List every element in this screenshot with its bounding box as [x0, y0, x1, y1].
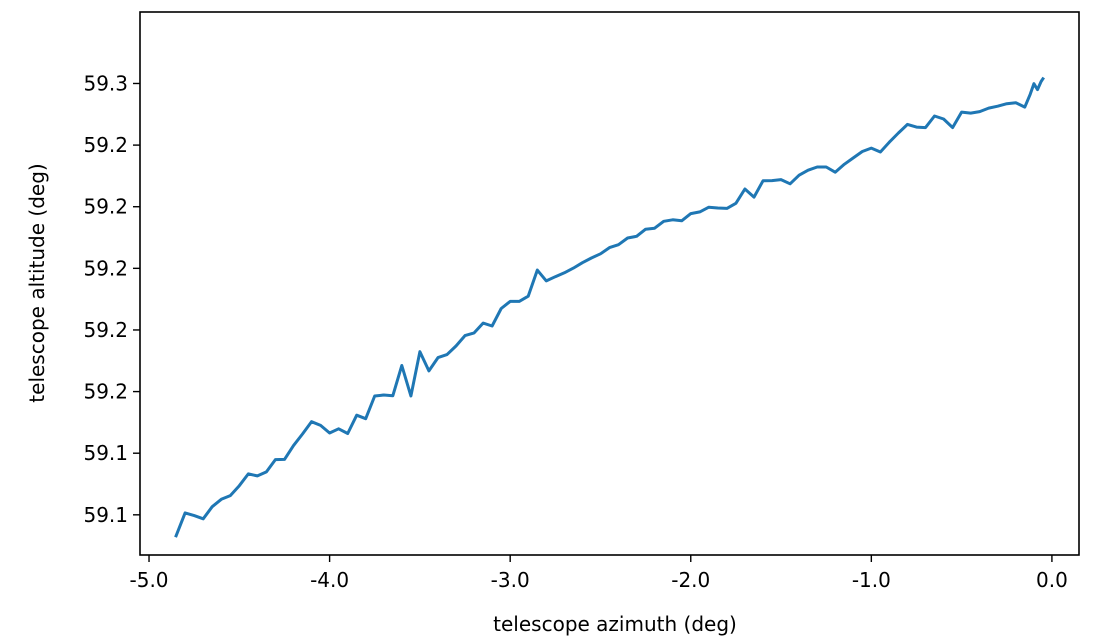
series-line: [174, 76, 1045, 538]
y-tick-label: 59.2: [83, 256, 128, 280]
x-tick-label: -4.0: [310, 568, 349, 592]
x-axis: -5.0 -4.0 -3.0 -2.0 -1.0 0.0: [130, 555, 1068, 592]
x-tick-label: -2.0: [671, 568, 710, 592]
y-axis-label: telescope altitude (deg): [25, 163, 49, 402]
plot-area: [174, 76, 1045, 538]
x-tick-label: -1.0: [852, 568, 891, 592]
axes-frame: [139, 11, 1080, 556]
y-tick-label: 59.3: [83, 71, 128, 95]
y-tick-label: 59.2: [83, 195, 128, 219]
y-tick-label: 59.2: [83, 133, 128, 157]
x-tick-label: -5.0: [130, 568, 169, 592]
x-tick-label: -3.0: [491, 568, 530, 592]
y-tick-label: 59.1: [83, 503, 128, 527]
x-tick-label: 0.0: [1036, 568, 1068, 592]
y-tick-label: 59.2: [83, 318, 128, 342]
y-tick-label: 59.2: [83, 380, 128, 404]
x-axis-label: telescope azimuth (deg): [493, 612, 737, 636]
y-axis: 59.1 59.1 59.2 59.2 59.2 59.2 59.2 59.3: [83, 71, 140, 527]
y-tick-label: 59.1: [83, 441, 128, 465]
